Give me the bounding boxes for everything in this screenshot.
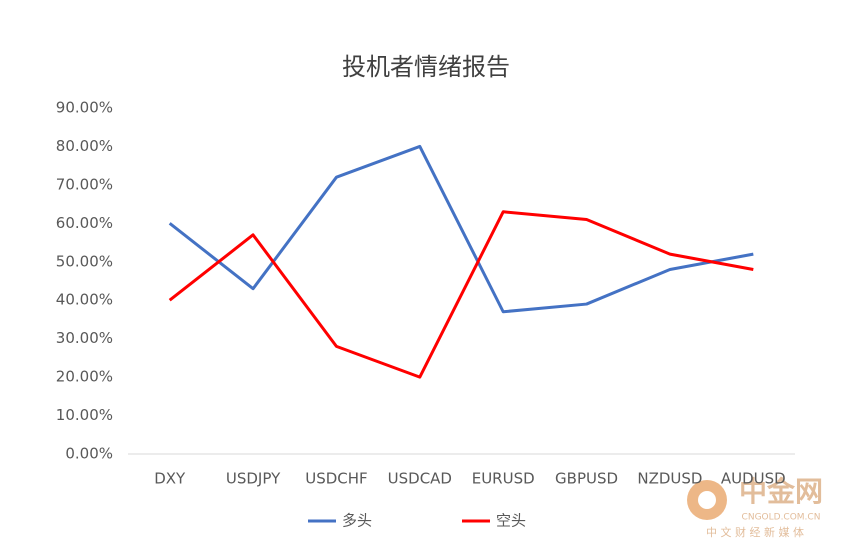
x-tick-label: USDCHF bbox=[305, 470, 367, 488]
x-tick-label: DXY bbox=[154, 470, 186, 488]
x-tick-label: NZDUSD bbox=[637, 470, 702, 488]
y-tick-label: 90.00% bbox=[56, 99, 113, 117]
y-tick-label: 0.00% bbox=[65, 445, 113, 463]
watermark-logo bbox=[698, 491, 716, 509]
watermark: 中金网 CNGOLD.COM.CN 中 文 财 经 新 媒 体 bbox=[687, 475, 823, 539]
watermark-site: CNGOLD.COM.CN bbox=[742, 513, 821, 523]
legend-label: 多头 bbox=[342, 512, 372, 530]
legend-label: 空头 bbox=[496, 512, 526, 530]
x-tick-label: USDJPY bbox=[226, 470, 281, 488]
series-line bbox=[168, 210, 754, 379]
x-tick-label: EURUSD bbox=[472, 470, 535, 488]
y-tick-label: 50.00% bbox=[56, 252, 113, 270]
x-tick-label: GBPUSD bbox=[555, 470, 618, 488]
watermark-brand: 中金网 bbox=[739, 475, 823, 508]
y-tick-label: 70.00% bbox=[56, 175, 113, 193]
y-tick-label: 60.00% bbox=[56, 214, 113, 232]
y-tick-label: 30.00% bbox=[56, 329, 113, 347]
x-tick-label: USDCAD bbox=[388, 470, 452, 488]
chart-title: 投机者情绪报告 bbox=[342, 53, 510, 81]
y-tick-label: 10.00% bbox=[56, 406, 113, 424]
series-line bbox=[168, 144, 754, 314]
x-tick-label: AUDUSD bbox=[721, 470, 786, 488]
watermark-slogan: 中 文 财 经 新 媒 体 bbox=[706, 525, 804, 539]
y-tick-label: 40.00% bbox=[56, 291, 113, 309]
y-tick-label: 80.00% bbox=[56, 137, 113, 155]
y-tick-label: 20.00% bbox=[56, 368, 113, 386]
